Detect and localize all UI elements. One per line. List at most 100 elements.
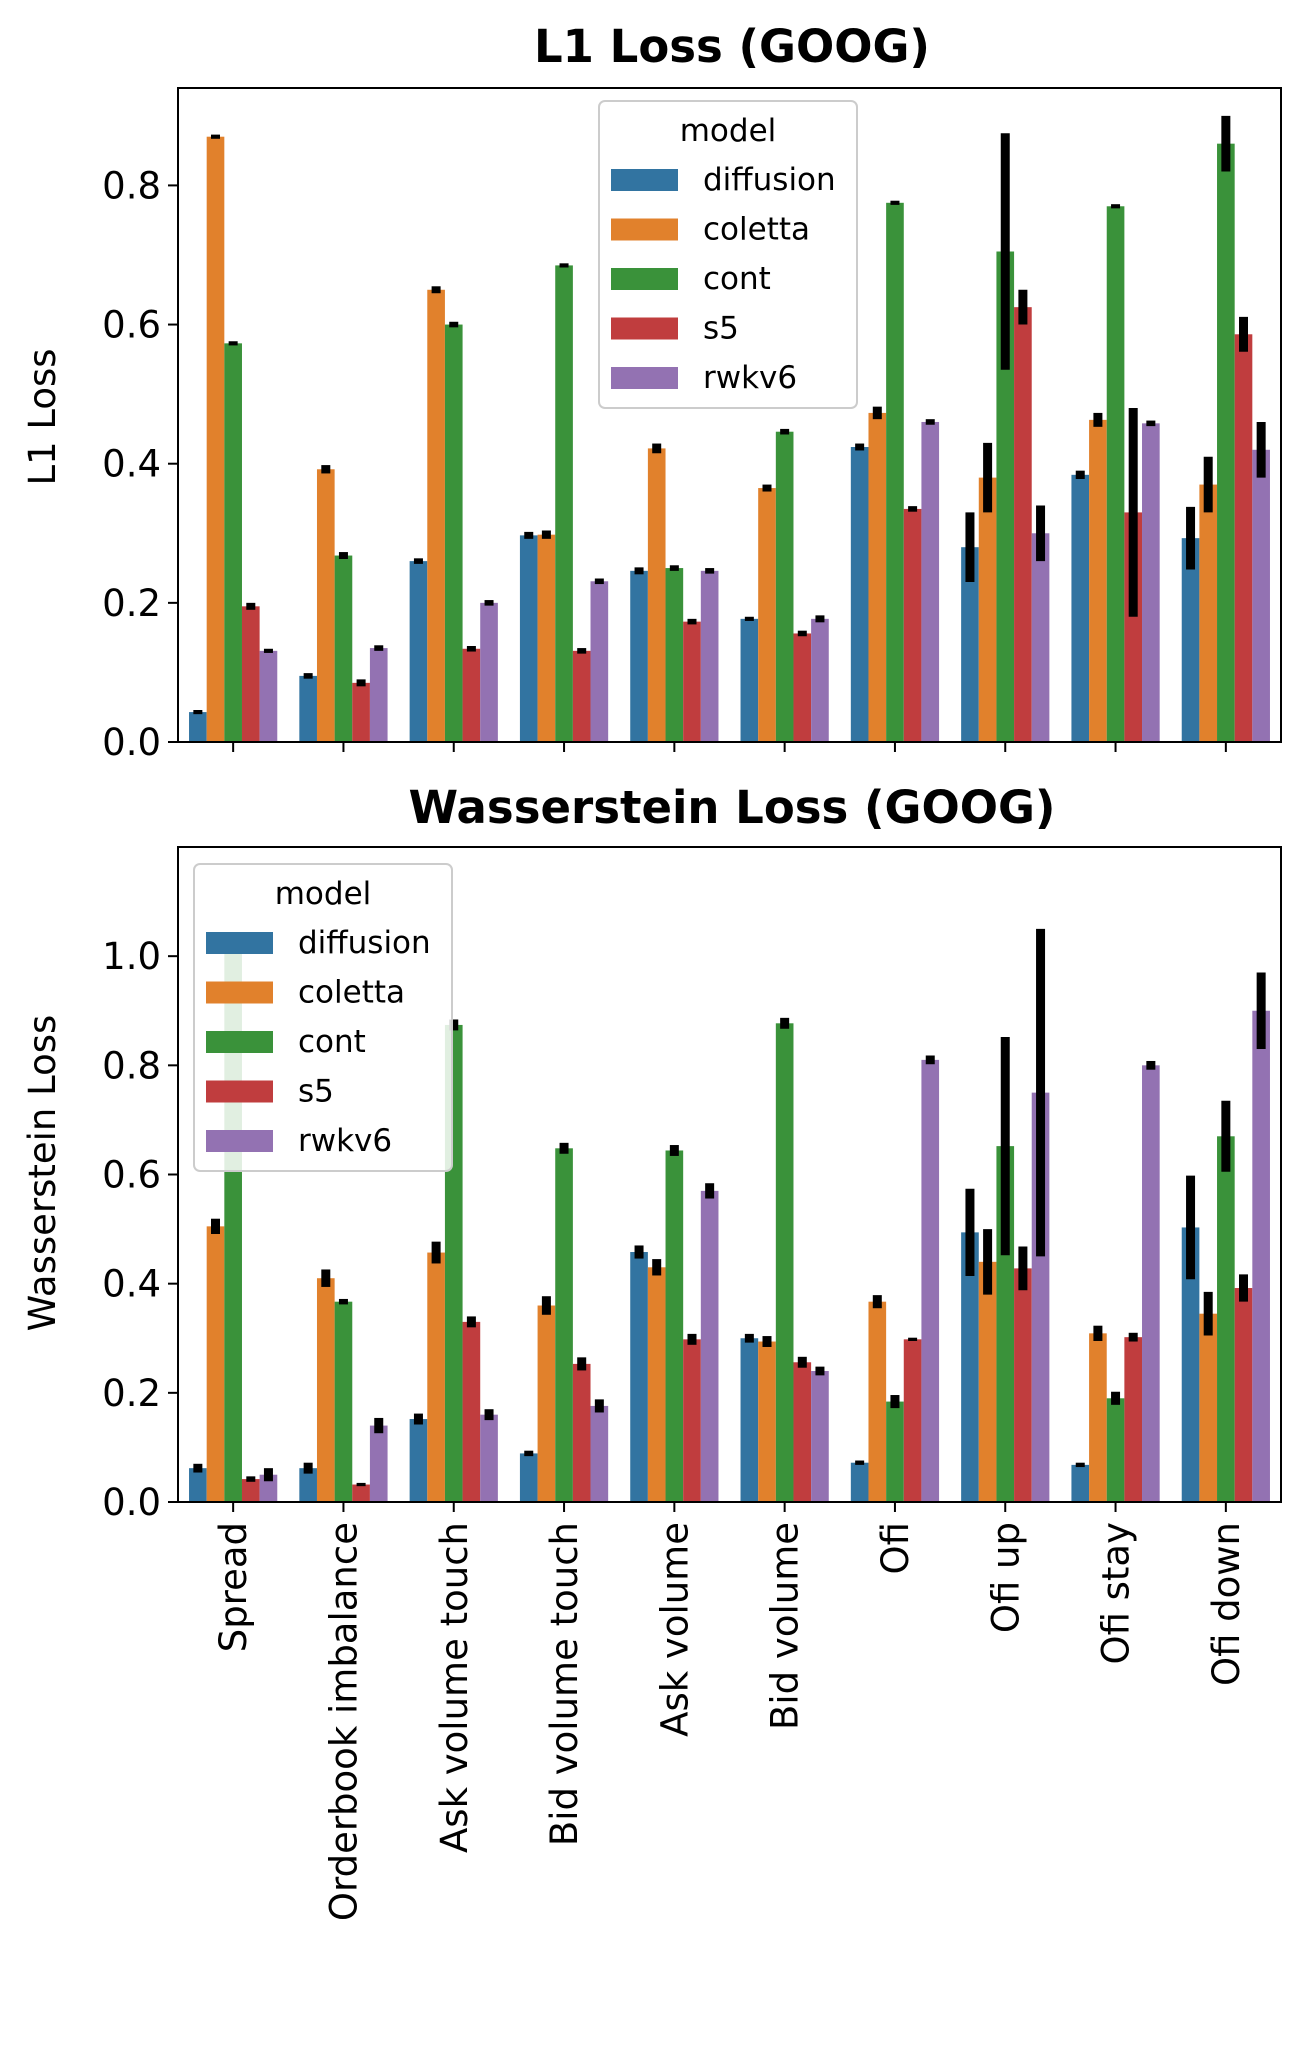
bar-cont-bid-volume-touch — [555, 1148, 573, 1502]
bar-diffusion-ofi-down — [1181, 1227, 1200, 1502]
legend-swatch-cont — [611, 268, 678, 290]
bar-diffusion-ask-volume-touch — [409, 1419, 428, 1502]
bar-diffusion-ofi-stay — [1071, 474, 1090, 742]
bar-coletta-ofi-down — [1199, 484, 1218, 742]
bar-rwkv6-spread — [259, 650, 278, 742]
l1-chart-title: L1 Loss (GOOG) — [534, 20, 930, 73]
bar-rwkv6-ofi-stay — [1142, 1065, 1160, 1502]
bar-coletta-ask-volume — [647, 448, 666, 742]
bar-coletta-ofi-stay — [1089, 419, 1107, 742]
bar-diffusion-orderbook-imbalance — [299, 1468, 317, 1502]
legend-title: model — [275, 876, 372, 912]
wasserstein-loss-panel: Wasserstein Loss (GOOG) 0.0 0.2 0.4 0.6 0.8 1… — [21, 781, 1282, 1921]
bar-rwkv6-spread — [259, 1474, 278, 1502]
bar-coletta-ofi — [868, 1301, 887, 1502]
bar-diffusion-orderbook-imbalance — [299, 675, 317, 742]
bar-cont-orderbook-imbalance — [334, 555, 353, 742]
bar-diffusion-ask-volume — [630, 1252, 648, 1502]
bar-s5-ofi — [903, 508, 922, 742]
bar-coletta-bid-volume-touch — [537, 1305, 556, 1502]
bar-diffusion-bid-volume-touch — [519, 535, 538, 742]
bar-coletta-ofi-down — [1199, 1313, 1218, 1502]
y-tick-label: 1.0 — [102, 935, 161, 978]
bar-s5-bid-volume-touch — [572, 650, 591, 742]
bar-rwkv6-ask-volume-touch — [480, 1414, 498, 1502]
bar-diffusion-ofi-up — [961, 547, 979, 742]
bar-rwkv6-orderbook-imbalance — [369, 648, 388, 742]
x-tick-label-bid-volume: Bid volume — [764, 1522, 807, 1730]
legend-swatch-cont — [206, 1031, 273, 1053]
bar-diffusion-ofi-stay — [1071, 1464, 1090, 1502]
legend-swatch-coletta — [206, 981, 273, 1004]
wasserstein-bars — [189, 928, 1270, 1503]
wasserstein-x-axis-ticks: Spread Orderbook imbalance Ask volume touc… — [212, 1502, 1248, 1921]
bar-s5-ofi-up — [1014, 307, 1032, 742]
legend-label-coletta: coletta — [298, 975, 405, 1011]
bar-rwkv6-ofi — [921, 421, 940, 742]
legend-swatch-rwkv6 — [206, 1130, 273, 1152]
y-tick-label: 0.6 — [102, 304, 161, 347]
bar-s5-spread — [241, 1479, 260, 1502]
wasserstein-plot-frame — [177, 846, 1282, 1503]
bar-diffusion-spread — [189, 712, 207, 742]
bar-coletta-bid-volume-touch — [537, 534, 556, 742]
bar-cont-bid-volume — [775, 1023, 794, 1502]
legend-swatch-s5 — [206, 1080, 273, 1103]
bar-diffusion-ofi-down — [1181, 538, 1200, 742]
bar-coletta-bid-volume — [758, 488, 776, 742]
bar-rwkv6-bid-volume — [811, 618, 829, 742]
legend-label-rwkv6: rwkv6 — [298, 1123, 392, 1159]
l1-loss-panel: L1 Loss (GOOG) 0.0 0.2 0.4 0.6 0.8 L1 Loss m… — [21, 20, 1282, 764]
bar-coletta-spread — [206, 1226, 225, 1502]
bar-rwkv6-bid-volume — [811, 1371, 829, 1502]
bar-cont-ofi-down — [1217, 1136, 1235, 1502]
wasserstein-legend[interactable]: model diffusion coletta cont s5 rwkv6 — [193, 863, 453, 1172]
bar-s5-ask-volume — [683, 1339, 701, 1502]
legend-label-diffusion: diffusion — [703, 162, 836, 198]
legend-label-diffusion: diffusion — [298, 925, 431, 961]
bar-cont-ofi — [886, 1401, 904, 1502]
y-tick-label: 0.0 — [102, 721, 161, 764]
bar-s5-ofi-up — [1014, 1268, 1032, 1502]
bar-diffusion-bid-volume-touch — [519, 1453, 538, 1502]
bar-coletta-ofi-up — [978, 477, 997, 742]
l1-y-axis-label: L1 Loss — [21, 348, 64, 485]
bar-coletta-spread — [206, 136, 225, 742]
x-tick-label-ask-volume-touch: Ask volume touch — [433, 1522, 476, 1853]
bar-rwkv6-ofi — [921, 1059, 940, 1503]
bar-coletta-bid-volume — [758, 1341, 776, 1502]
x-tick-label-ofi-down: Ofi down — [1205, 1522, 1248, 1686]
bar-rwkv6-ask-volume-touch — [480, 602, 498, 742]
l1-legend[interactable]: model diffusion coletta cont s5 rwkv6 — [598, 100, 858, 409]
legend-swatch-diffusion — [206, 932, 273, 954]
bar-s5-spread — [241, 606, 260, 742]
legend-title: model — [680, 113, 777, 149]
bar-rwkv6-ask-volume — [700, 570, 719, 742]
y-tick-label: 0.0 — [102, 1481, 161, 1524]
bar-coletta-ofi-up — [978, 1261, 997, 1502]
legend-swatch-diffusion — [611, 169, 678, 191]
bar-cont-orderbook-imbalance — [334, 1301, 353, 1502]
bar-cont-ofi — [886, 202, 904, 743]
l1-x-axis-ticks — [232, 742, 1227, 752]
y-tick-label: 0.4 — [102, 443, 161, 486]
bar-coletta-orderbook-imbalance — [316, 469, 335, 742]
x-tick-label-spread: Spread — [212, 1522, 255, 1652]
x-tick-label-ofi-stay: Ofi stay — [1095, 1522, 1138, 1665]
wasserstein-y-axis-label: Wasserstein Loss — [21, 1015, 64, 1332]
bar-s5-ask-volume-touch — [462, 1321, 481, 1503]
bar-cont-ofi-up — [996, 251, 1015, 742]
x-tick-label-bid-volume-touch: Bid volume touch — [543, 1522, 586, 1846]
bar-coletta-ask-volume-touch — [427, 289, 445, 742]
bar-diffusion-bid-volume — [740, 618, 759, 742]
bar-coletta-ask-volume — [647, 1267, 666, 1502]
bar-diffusion-bid-volume — [740, 1338, 759, 1502]
wasserstein-y-axis-ticks: 0.0 0.2 0.4 0.6 0.8 1.0 — [102, 935, 178, 1524]
bar-coletta-ofi-stay — [1089, 1333, 1107, 1502]
bar-rwkv6-ofi-down — [1252, 1010, 1270, 1502]
x-tick-label-ask-volume: Ask volume — [653, 1522, 696, 1737]
bar-coletta-ask-volume-touch — [427, 1252, 445, 1502]
bar-s5-ofi-down — [1234, 334, 1253, 742]
legend-label-rwkv6: rwkv6 — [703, 360, 797, 396]
bar-cont-ofi-down — [1217, 143, 1235, 742]
